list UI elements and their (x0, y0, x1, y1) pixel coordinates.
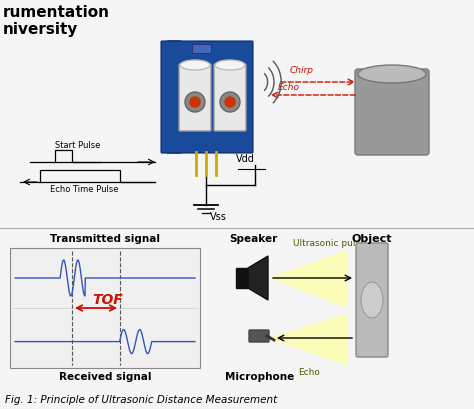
FancyBboxPatch shape (249, 330, 269, 342)
FancyBboxPatch shape (355, 69, 429, 155)
FancyBboxPatch shape (236, 268, 248, 288)
FancyBboxPatch shape (161, 41, 253, 153)
Text: niversity: niversity (3, 22, 78, 37)
Text: Ultrasonic pulse: Ultrasonic pulse (293, 239, 366, 248)
FancyBboxPatch shape (214, 64, 246, 131)
Text: Start Pulse: Start Pulse (55, 141, 100, 150)
FancyBboxPatch shape (192, 45, 211, 54)
Text: Speaker: Speaker (229, 234, 277, 244)
Text: Fig. 1: Principle of Ultrasonic Distance Measurement: Fig. 1: Principle of Ultrasonic Distance… (5, 395, 277, 405)
Ellipse shape (361, 282, 383, 318)
Ellipse shape (215, 60, 245, 70)
Circle shape (185, 92, 205, 112)
Circle shape (190, 97, 200, 107)
Text: rumentation: rumentation (3, 5, 110, 20)
FancyBboxPatch shape (356, 243, 388, 357)
FancyBboxPatch shape (179, 64, 211, 131)
Circle shape (225, 97, 235, 107)
Text: Microphone: Microphone (225, 372, 295, 382)
Text: Object: Object (352, 234, 392, 244)
FancyBboxPatch shape (10, 248, 200, 368)
Text: Vss: Vss (210, 212, 227, 222)
Ellipse shape (180, 60, 210, 70)
Circle shape (220, 92, 240, 112)
Text: Transmitted signal: Transmitted signal (50, 234, 160, 244)
Text: Echo Time Pulse: Echo Time Pulse (50, 185, 118, 194)
Text: Received signal: Received signal (59, 372, 151, 382)
Text: Vdd: Vdd (236, 154, 255, 164)
Text: TOF: TOF (92, 293, 123, 307)
Polygon shape (268, 313, 348, 366)
Text: Echo: Echo (278, 83, 300, 92)
Ellipse shape (358, 65, 426, 83)
Polygon shape (268, 250, 348, 308)
Text: Echo: Echo (298, 368, 320, 377)
Polygon shape (248, 256, 268, 300)
Text: Chirp: Chirp (290, 66, 314, 75)
FancyBboxPatch shape (167, 41, 181, 153)
